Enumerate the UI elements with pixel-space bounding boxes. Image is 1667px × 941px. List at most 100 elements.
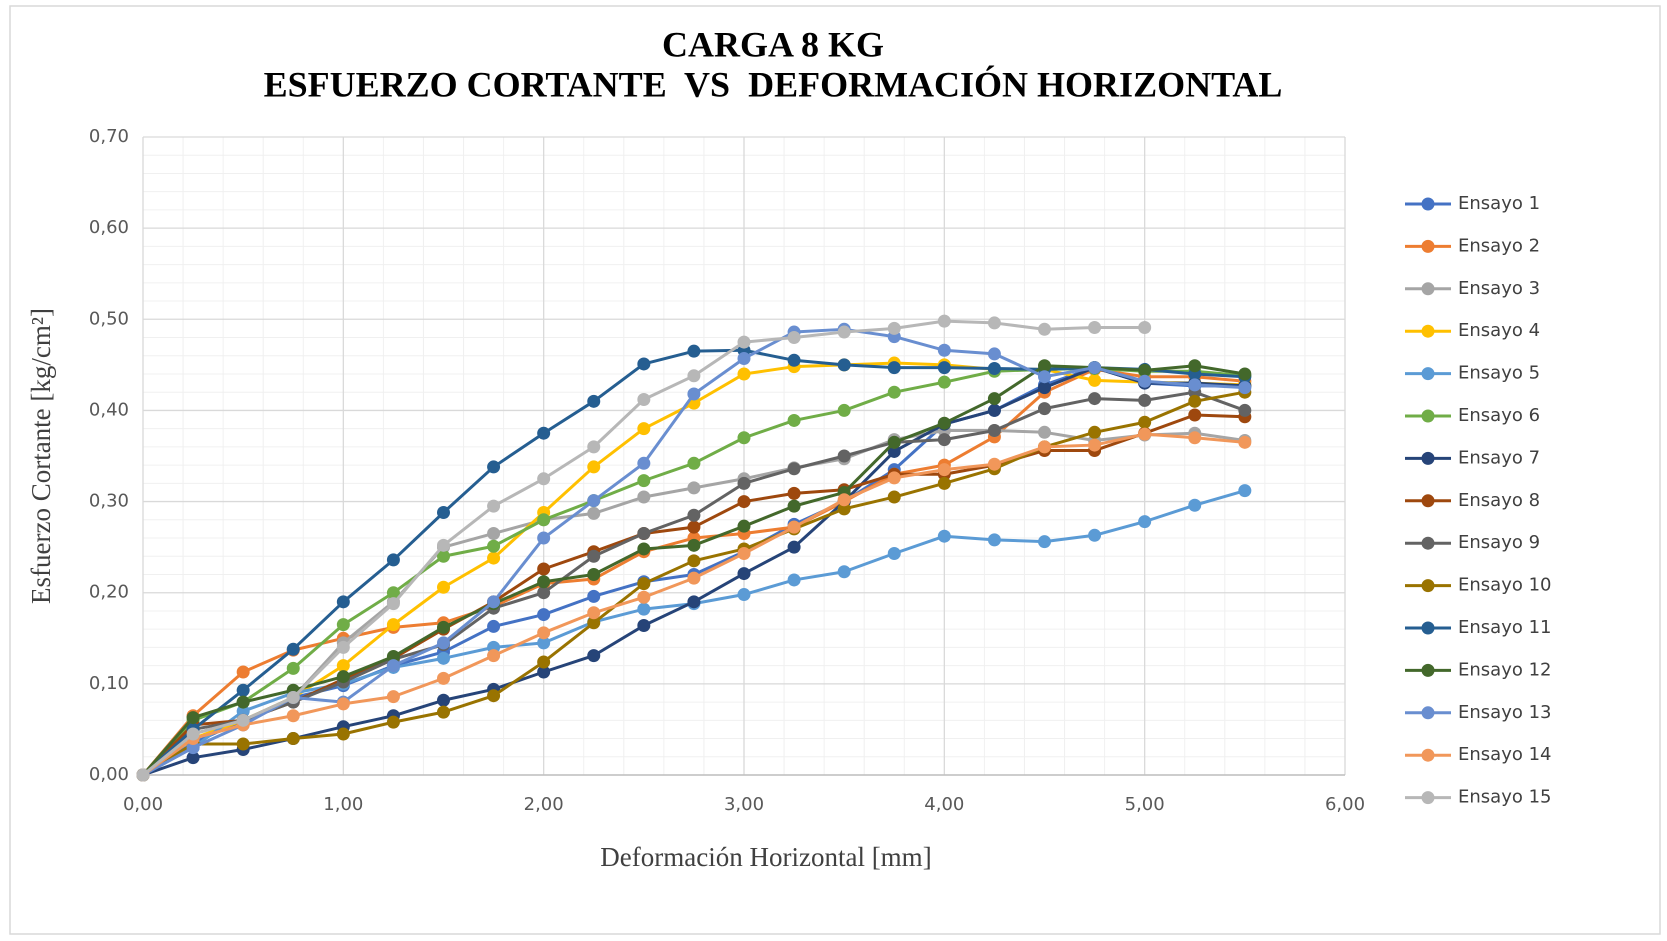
data-point bbox=[587, 649, 601, 663]
data-point bbox=[1038, 535, 1051, 549]
data-point bbox=[1088, 438, 1102, 452]
data-point bbox=[1038, 425, 1051, 439]
data-point bbox=[1188, 394, 1202, 408]
data-point bbox=[236, 737, 250, 751]
data-point bbox=[637, 602, 651, 616]
data-point bbox=[537, 586, 551, 600]
data-point bbox=[136, 768, 150, 782]
data-point bbox=[937, 375, 951, 389]
data-point bbox=[837, 502, 851, 516]
data-point bbox=[837, 325, 851, 339]
data-point bbox=[937, 476, 951, 490]
x-tick-label: 6,00 bbox=[1325, 794, 1365, 815]
data-point bbox=[386, 690, 400, 704]
data-point bbox=[737, 367, 751, 381]
data-point bbox=[587, 589, 601, 603]
data-point bbox=[787, 486, 801, 500]
data-point bbox=[737, 351, 751, 365]
data-point bbox=[687, 538, 701, 552]
data-point bbox=[386, 586, 400, 600]
data-point bbox=[687, 387, 701, 401]
data-point bbox=[737, 588, 751, 602]
data-point bbox=[887, 471, 901, 485]
data-point bbox=[987, 316, 1001, 330]
data-point bbox=[386, 715, 400, 729]
grid: 0,00 0,10 0,20 0,30 0,40 0,50 0,60 0,70 0,00 1,00… bbox=[89, 126, 1365, 815]
data-point bbox=[787, 540, 801, 554]
data-point bbox=[336, 618, 350, 632]
data-point bbox=[437, 549, 450, 563]
data-point bbox=[937, 416, 951, 430]
data-point bbox=[236, 704, 250, 718]
data-point bbox=[737, 335, 751, 349]
data-point bbox=[737, 567, 751, 581]
legend-marker bbox=[1421, 663, 1435, 677]
data-point bbox=[537, 626, 551, 640]
data-point bbox=[437, 705, 450, 719]
data-point bbox=[386, 618, 400, 632]
data-point bbox=[537, 655, 551, 669]
data-point bbox=[487, 460, 501, 474]
data-point bbox=[1238, 367, 1252, 381]
x-tick-label: 4,00 bbox=[924, 794, 964, 815]
data-point bbox=[887, 361, 901, 375]
data-point bbox=[236, 665, 250, 679]
data-point bbox=[386, 659, 400, 673]
data-point bbox=[937, 343, 951, 357]
data-point bbox=[937, 463, 951, 477]
data-point bbox=[587, 394, 601, 408]
legend-marker bbox=[1421, 409, 1435, 423]
data-point bbox=[537, 562, 551, 576]
data-point bbox=[186, 711, 200, 725]
data-point bbox=[587, 616, 601, 630]
data-point bbox=[987, 362, 1001, 376]
data-point bbox=[1138, 427, 1152, 441]
data-point bbox=[787, 413, 801, 427]
data-point bbox=[787, 520, 801, 534]
legend-marker bbox=[1421, 451, 1435, 465]
y-tick-label: 0,40 bbox=[89, 399, 129, 420]
data-point bbox=[386, 553, 400, 567]
data-point bbox=[837, 403, 851, 417]
data-point bbox=[887, 321, 901, 335]
y-tick-label: 0,10 bbox=[89, 673, 129, 694]
plot-area bbox=[136, 314, 1252, 782]
legend-marker bbox=[1421, 197, 1435, 211]
data-point bbox=[637, 392, 651, 406]
y-tick-label: 0,70 bbox=[89, 126, 129, 147]
data-point bbox=[1238, 484, 1252, 498]
data-point bbox=[437, 671, 450, 685]
data-point bbox=[286, 661, 300, 675]
data-point bbox=[1038, 359, 1051, 373]
x-tick-label: 3,00 bbox=[724, 794, 764, 815]
data-point bbox=[687, 571, 701, 585]
x-tick-label: 2,00 bbox=[524, 794, 564, 815]
legend-label: Ensayo 13 bbox=[1458, 702, 1551, 723]
data-point bbox=[837, 565, 851, 579]
data-point bbox=[186, 727, 200, 741]
data-point bbox=[236, 683, 250, 697]
data-point bbox=[637, 474, 651, 488]
legend-label: Ensayo 4 bbox=[1458, 320, 1540, 341]
data-point bbox=[637, 619, 651, 633]
data-point bbox=[1238, 435, 1252, 449]
data-point bbox=[437, 651, 450, 665]
data-point bbox=[537, 426, 551, 440]
data-point bbox=[286, 691, 300, 705]
data-point bbox=[286, 709, 300, 723]
legend-label: Ensayo 5 bbox=[1458, 363, 1540, 384]
data-point bbox=[587, 506, 601, 520]
data-point bbox=[1188, 359, 1202, 373]
legend-marker bbox=[1421, 282, 1435, 296]
legend-marker bbox=[1421, 494, 1435, 508]
data-point bbox=[737, 547, 751, 561]
data-point bbox=[487, 539, 501, 553]
data-point bbox=[537, 513, 551, 527]
data-point bbox=[537, 665, 551, 679]
x-tick-label: 1,00 bbox=[323, 794, 363, 815]
data-point bbox=[487, 649, 501, 663]
data-point bbox=[537, 472, 551, 486]
data-point bbox=[687, 456, 701, 470]
data-point bbox=[687, 520, 701, 534]
